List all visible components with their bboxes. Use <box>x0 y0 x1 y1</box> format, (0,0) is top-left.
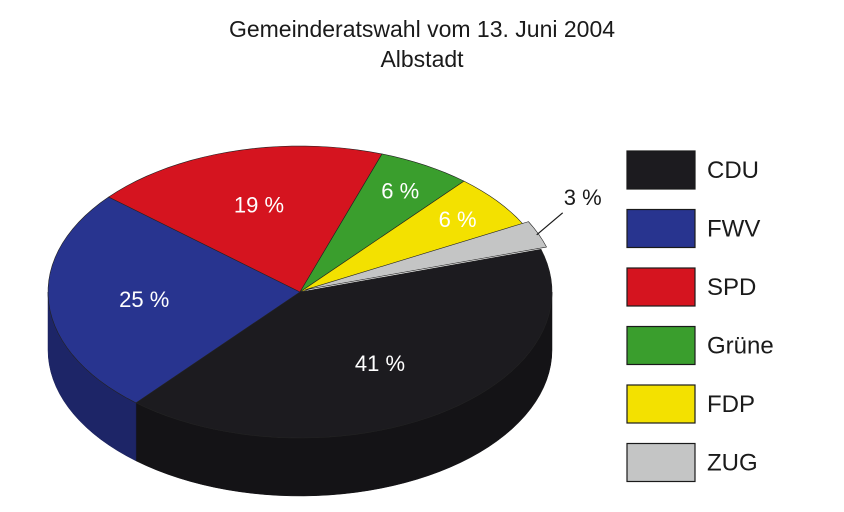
legend-label-zug: ZUG <box>707 450 758 477</box>
chart-subtitle: Albstadt <box>380 46 464 72</box>
legend-swatch-grüne <box>626 325 696 366</box>
pie-top-layer <box>47 145 553 439</box>
legend-label-fwv: FWV <box>707 216 760 243</box>
pie-label-layer: 41 % 25 % 19 % 6 % 6 % 3 % <box>119 179 602 376</box>
legend-swatch-fwv <box>626 208 696 249</box>
legend-label-fdp: FDP <box>707 391 755 418</box>
slice-zug <box>305 221 547 291</box>
data-label-cdu: 41 % <box>355 351 405 376</box>
legend-label-spd: SPD <box>707 274 756 301</box>
slice-cdu <box>135 249 553 439</box>
slice-fwv <box>47 196 301 404</box>
data-label-grüne: 6 % <box>381 179 419 204</box>
data-label-spd: 19 % <box>234 193 284 218</box>
leader-line-zug <box>536 212 564 236</box>
legend: CDU FWV SPD Grüne FDP ZUG <box>626 150 774 483</box>
legend-label-cdu: CDU <box>707 157 759 184</box>
legend-swatch-fdp <box>626 384 696 424</box>
legend-label-grüne: Grüne <box>707 333 774 360</box>
slice-fdp <box>299 180 524 293</box>
legend-swatch-spd <box>626 267 696 307</box>
slice-grüne <box>299 153 465 293</box>
data-label-fwv: 25 % <box>119 287 169 312</box>
legend-swatch-zug <box>626 442 696 483</box>
data-label-zug: 3 % <box>564 185 602 210</box>
slice-spd <box>108 145 383 293</box>
chart-title: Gemeinderatswahl vom 13. Juni 2004 <box>228 16 616 42</box>
data-label-fdp: 6 % <box>439 207 477 232</box>
legend-swatch-cdu <box>626 150 696 190</box>
